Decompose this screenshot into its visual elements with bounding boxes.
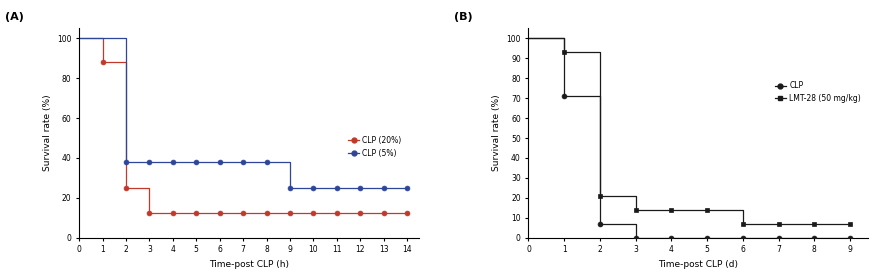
Legend: CLP (20%), CLP (5%): CLP (20%), CLP (5%) — [344, 133, 404, 161]
Y-axis label: Survival rate (%): Survival rate (%) — [491, 95, 500, 171]
Text: (A): (A) — [4, 11, 24, 22]
X-axis label: Time-post CLP (d): Time-post CLP (d) — [658, 260, 738, 269]
Text: (B): (B) — [453, 11, 471, 22]
Y-axis label: Survival rate (%): Survival rate (%) — [42, 95, 52, 171]
X-axis label: Time-post CLP (h): Time-post CLP (h) — [209, 260, 289, 269]
Legend: CLP, LMT-28 (50 mg/kg): CLP, LMT-28 (50 mg/kg) — [771, 78, 863, 106]
